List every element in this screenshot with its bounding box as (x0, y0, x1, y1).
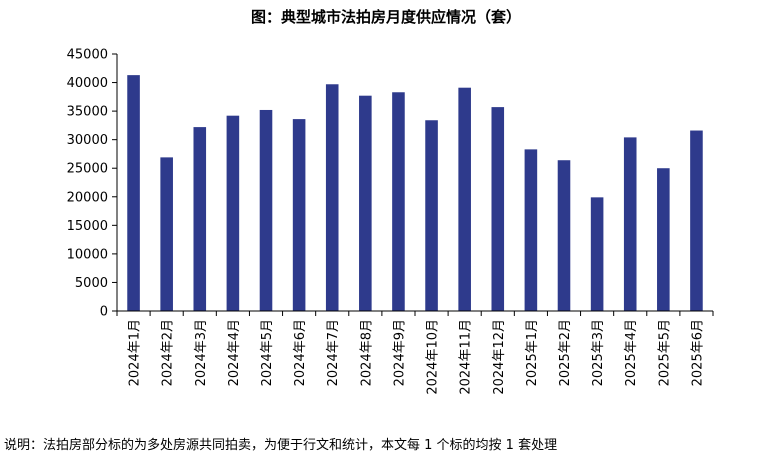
x-tick-label: 2024年6月 (293, 319, 308, 386)
y-tick-label: 0 (100, 305, 108, 320)
y-tick-label: 40000 (67, 76, 108, 91)
x-tick-label: 2024年3月 (194, 319, 209, 386)
x-tick-label: 2024年12月 (492, 319, 507, 395)
bar (392, 92, 405, 312)
bar (359, 95, 372, 312)
x-tick-label: 2024年8月 (359, 319, 374, 386)
x-tick-label: 2025年5月 (657, 319, 672, 386)
y-tick-label: 20000 (67, 190, 108, 205)
y-tick-label: 5000 (75, 276, 108, 291)
bar (657, 168, 670, 311)
bar (623, 137, 637, 311)
bar (425, 120, 438, 311)
y-tick-label: 15000 (67, 219, 108, 234)
y-tick-label: 10000 (67, 247, 108, 262)
bar (458, 87, 471, 311)
bar (491, 107, 505, 311)
x-tick-label: 2024年11月 (459, 319, 474, 395)
x-tick-label: 2024年4月 (227, 319, 242, 386)
y-axis: 0 5000 10000 15000 20000 25000 30000 35000 40000… (67, 48, 118, 320)
bar (557, 160, 571, 311)
bar (193, 127, 207, 311)
x-tick-label: 2025年4月 (624, 319, 639, 386)
bar (292, 119, 306, 312)
bar (590, 197, 604, 311)
x-axis: 2024年1月 2024年2月 2024年3月 2024年4月 2024年5月 2024年… (116, 310, 714, 395)
bar (325, 84, 339, 311)
bar (690, 130, 703, 311)
y-tick-label: 35000 (67, 105, 108, 120)
x-tick-label: 2024年5月 (260, 319, 275, 386)
x-tick-label: 2025年1月 (525, 319, 540, 386)
x-tick-label: 2024年7月 (326, 319, 341, 386)
y-tick-label: 30000 (67, 133, 108, 148)
x-tick-label: 2025年6月 (690, 319, 705, 386)
bar (160, 157, 173, 311)
x-tick-label: 2024年9月 (392, 319, 407, 386)
chart-title: 图：典型城市法拍房月度供应情况（套） (250, 8, 521, 26)
footnote: 说明：法拍房部分标的为多处房源共同拍卖，为便于行文和统计，本文每 1 个标的均按… (4, 438, 558, 453)
bar (524, 149, 538, 311)
bars (127, 75, 703, 312)
bar (127, 75, 140, 312)
x-tick-label: 2025年3月 (591, 319, 606, 386)
y-tick-label: 45000 (67, 48, 108, 63)
x-tick-label: 2025年2月 (558, 319, 573, 386)
bar (226, 115, 240, 312)
x-tick-label: 2024年2月 (161, 319, 176, 386)
bar-chart: 0 5000 10000 15000 20000 25000 30000 35000 40000… (67, 48, 714, 395)
bar (259, 109, 273, 311)
y-tick-label: 25000 (67, 162, 108, 177)
x-tick-label: 2024年10月 (426, 319, 441, 395)
x-tick-label: 2024年1月 (128, 319, 143, 386)
